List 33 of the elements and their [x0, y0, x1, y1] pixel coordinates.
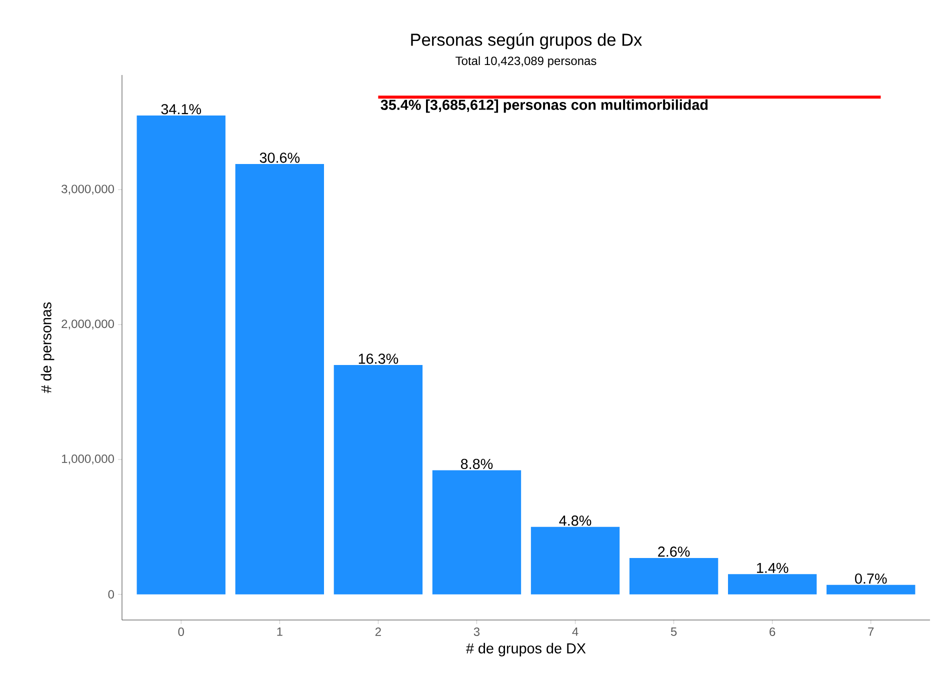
- bar: [432, 470, 522, 594]
- y-axis-title: # de personas: [40, 302, 54, 394]
- y-tick-label: 3,000,000: [62, 184, 114, 195]
- chart-subtitle: Total 10,423,089 personas: [456, 56, 596, 68]
- x-tick-label: 2: [375, 628, 381, 636]
- y-tick-label: 0: [108, 590, 114, 599]
- bar: [136, 115, 226, 594]
- y-tick-label: 1,000,000: [62, 454, 114, 464]
- annotation: 0.7%: [855, 574, 887, 584]
- bar: [334, 365, 423, 594]
- x-axis-title: # de grupos de DX: [466, 642, 586, 656]
- x-tick-label: 3: [474, 628, 480, 636]
- bar: [826, 584, 916, 594]
- x-tick-label: 6: [770, 628, 776, 636]
- ref-line-label: 35.4% [3,685,612] personas con multimorbilidad: [380, 99, 708, 113]
- annotation: 30.6%: [260, 152, 300, 163]
- annotation: 4.8%: [559, 516, 592, 526]
- annotation: 34.1%: [161, 104, 202, 114]
- bar: [629, 558, 718, 594]
- chart-title: Personas según grupos de Dx: [411, 32, 642, 50]
- x-tick-label: 1: [277, 628, 282, 636]
- bar: [728, 574, 817, 594]
- annotation: 1.4%: [757, 562, 788, 573]
- x-tick-label: 0: [178, 628, 184, 636]
- bar: [530, 526, 620, 594]
- x-tick-label: 5: [670, 628, 677, 636]
- annotation: 16.3%: [358, 354, 398, 364]
- y-tick-label: 2,000,000: [62, 320, 114, 330]
- x-tick-label: 4: [572, 628, 578, 636]
- x-tick-label: 7: [868, 628, 874, 636]
- annotation: 2.6%: [658, 546, 690, 557]
- bar: [235, 164, 324, 594]
- annotation: 8.8%: [460, 458, 493, 470]
